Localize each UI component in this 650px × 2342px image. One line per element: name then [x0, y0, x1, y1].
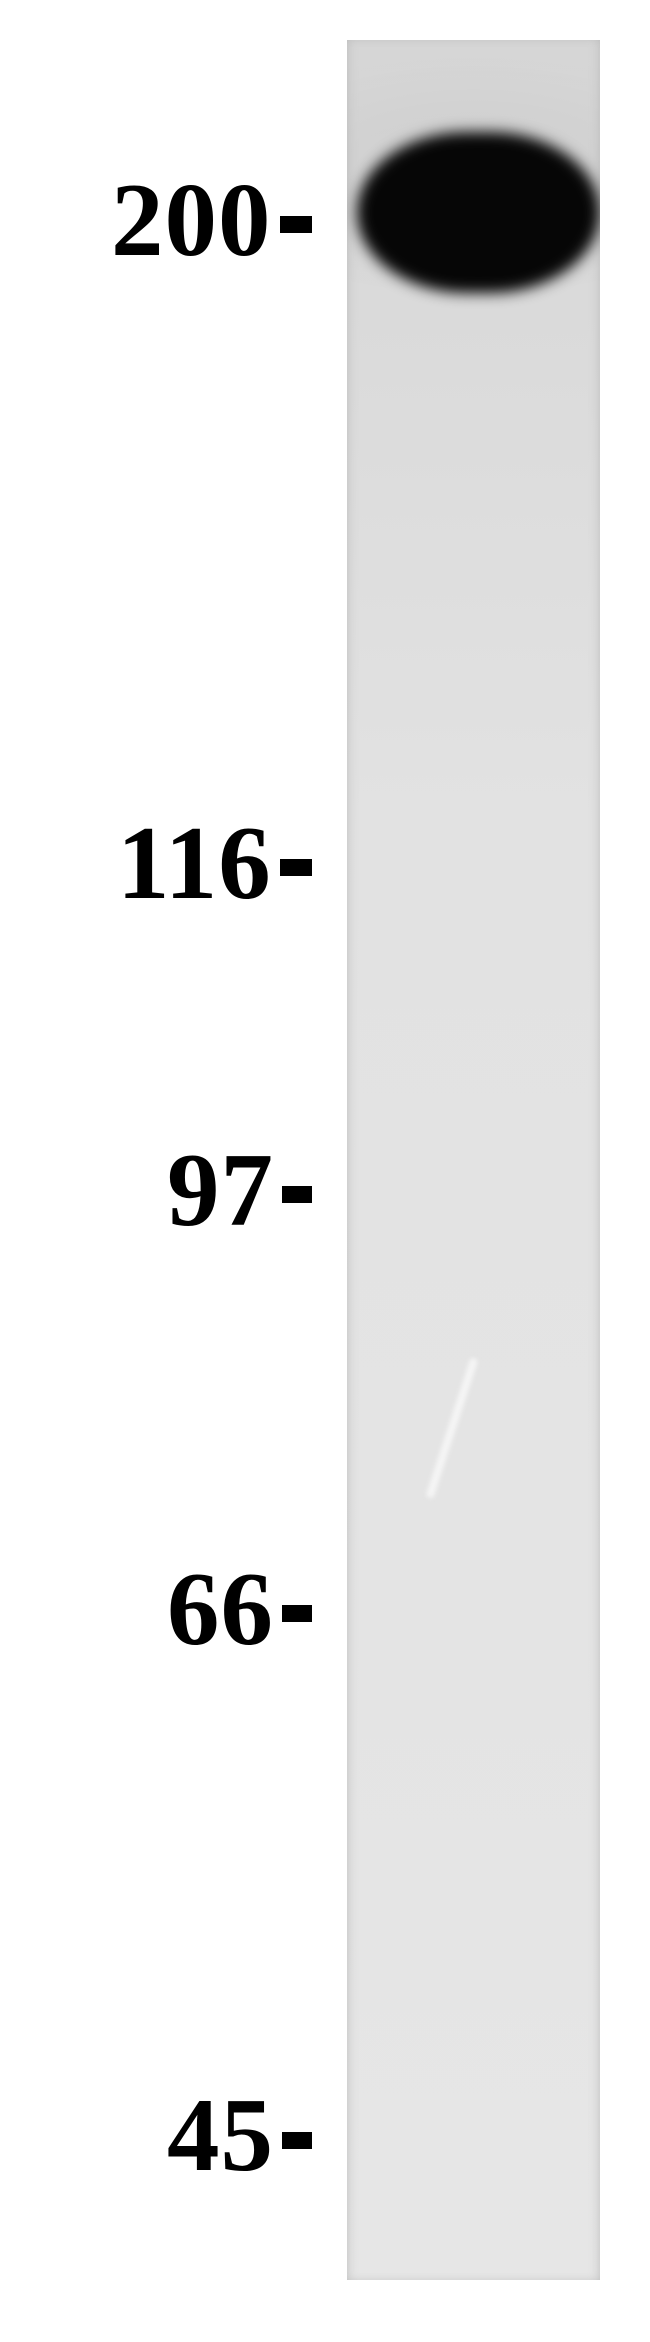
mw-marker-label: 116 [117, 804, 272, 921]
mw-marker-45: 45 [167, 2082, 312, 2187]
mw-marker-tick [280, 216, 312, 233]
mw-marker-label: 66 [167, 1550, 274, 1667]
blot-lane [347, 40, 600, 2280]
mw-marker-200: 200 [111, 167, 312, 272]
mw-marker-tick [282, 2132, 312, 2149]
mw-marker-97: 97 [167, 1137, 312, 1242]
mw-marker-116: 116 [117, 810, 312, 915]
mw-marker-tick [280, 859, 312, 876]
figure-container: 200 116 97 66 45 [0, 0, 650, 2342]
mw-marker-tick [282, 1605, 312, 1622]
lane-background [347, 40, 600, 2280]
mw-marker-66: 66 [167, 1556, 312, 1661]
mw-marker-label: 45 [167, 2076, 274, 2193]
mw-marker-label: 200 [111, 161, 272, 278]
mw-marker-tick [282, 1186, 312, 1203]
mw-marker-label: 97 [167, 1131, 274, 1248]
protein-band [357, 132, 600, 293]
